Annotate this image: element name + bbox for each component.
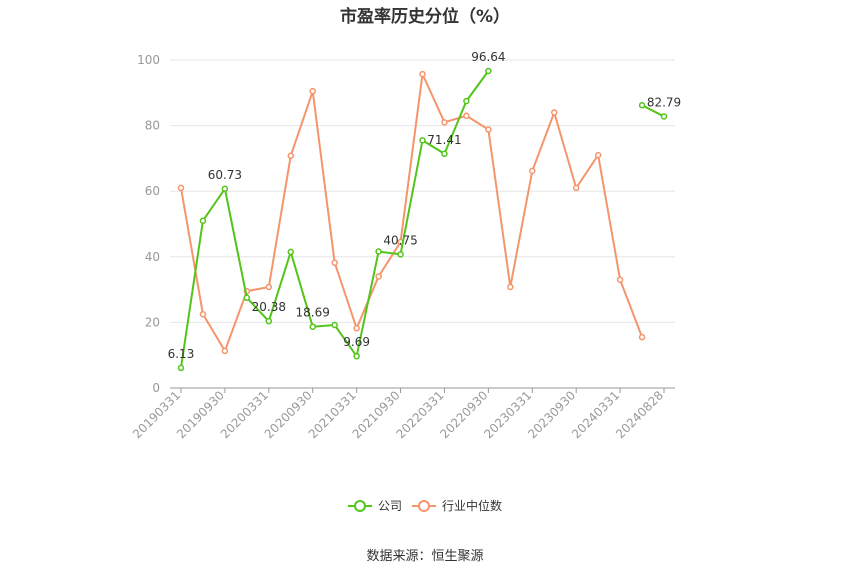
data-point <box>287 248 295 256</box>
data-point <box>463 112 470 120</box>
data-point <box>177 364 185 372</box>
data-point <box>572 184 580 192</box>
y-tick-label: 0 <box>152 381 160 395</box>
data-point <box>243 294 251 302</box>
x-tick-label: 20240828 <box>613 388 666 441</box>
data-point <box>616 276 624 284</box>
data-point <box>265 283 273 291</box>
data-point <box>265 317 273 325</box>
data-point <box>638 333 646 341</box>
data-source: 数据来源：恒生聚源 <box>366 549 484 564</box>
legend-label: 公司 <box>378 499 402 513</box>
data-label: 6.13 <box>168 347 195 361</box>
data-point <box>353 325 360 332</box>
data-point <box>353 352 360 360</box>
data-point <box>485 67 492 75</box>
y-tick-label: 80 <box>145 119 160 133</box>
data-label: 82.79 <box>647 95 681 109</box>
data-point <box>331 321 338 329</box>
y-tick-label: 100 <box>137 53 160 67</box>
data-point <box>331 259 338 266</box>
data-point <box>419 137 426 144</box>
chart-title: 市盈率历史分位（%） <box>339 7 511 27</box>
data-label: 96.64 <box>471 50 505 64</box>
data-label: 60.73 <box>208 168 242 182</box>
data-label-layer: 6.13 60.73 20.38 18.69 9.69 40.75 71.41 96.64 82… <box>168 50 682 361</box>
data-point <box>529 167 536 175</box>
data-point <box>485 126 492 133</box>
series-line-industry-median <box>179 70 643 354</box>
data-point <box>375 248 382 255</box>
data-point <box>309 87 316 95</box>
data-point <box>441 150 448 158</box>
legend-label: 行业中位数 <box>442 498 502 513</box>
data-point <box>660 113 668 120</box>
series-layer <box>177 67 668 372</box>
data-point <box>375 273 382 280</box>
data-point <box>287 152 295 160</box>
y-tick-label: 40 <box>145 250 160 264</box>
data-point <box>221 347 229 355</box>
data-label: 71.41 <box>427 133 461 147</box>
data-point <box>594 151 602 159</box>
data-point <box>419 70 426 78</box>
data-point <box>441 119 448 126</box>
data-label: 20.38 <box>252 300 286 314</box>
data-label: 18.69 <box>296 306 330 320</box>
data-point <box>463 97 470 105</box>
data-point <box>397 251 404 258</box>
data-point <box>309 323 316 330</box>
series-line-company <box>641 104 665 118</box>
data-point <box>221 185 229 193</box>
legend[interactable]: 公司 行业中位数 <box>348 498 502 513</box>
grid-layer <box>170 59 675 323</box>
data-point <box>177 184 185 192</box>
legend-marker <box>354 500 366 512</box>
data-point <box>199 310 207 318</box>
data-label: 40.75 <box>383 233 417 247</box>
data-point <box>550 109 558 116</box>
y-tick-label: 60 <box>145 184 160 198</box>
legend-marker <box>418 500 430 512</box>
data-point <box>199 217 207 224</box>
data-point <box>638 102 646 109</box>
data-label: 9.69 <box>343 335 370 349</box>
data-point <box>507 283 514 291</box>
y-tick-label: 20 <box>145 315 160 329</box>
